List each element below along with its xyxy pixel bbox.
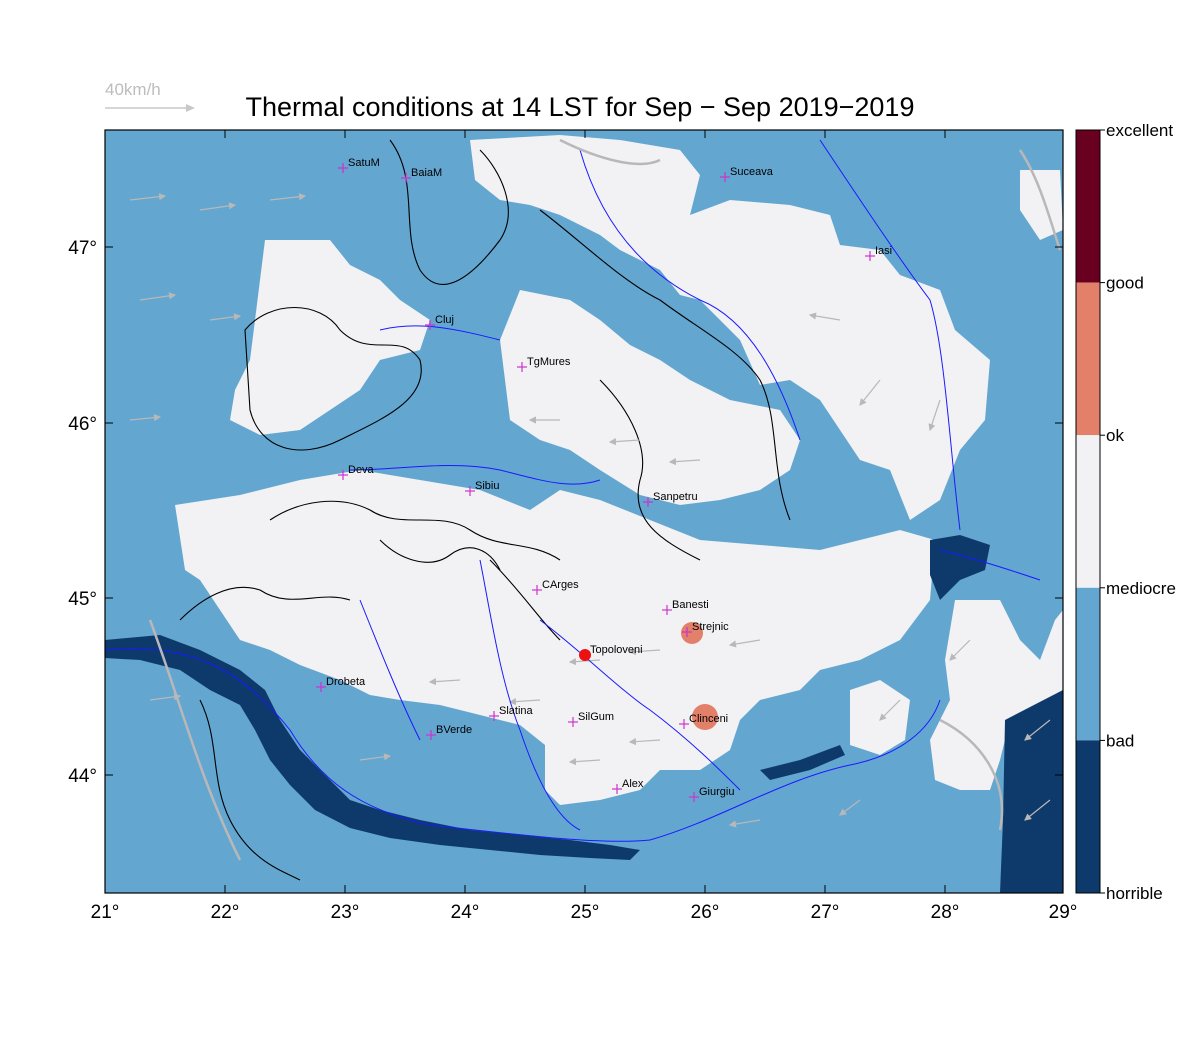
city-cluj: Cluj	[425, 314, 454, 330]
city-tgmures: TgMures	[517, 356, 571, 372]
colorbar-label: bad	[1106, 731, 1134, 750]
region-horrible-black-sea	[1000, 690, 1063, 893]
map-area: SatuM BaiaM Suceava Iasi Cluj TgMures Deva Sibi…	[105, 130, 1063, 893]
city-satum: SatuM	[338, 157, 380, 173]
region-mediocre-west	[230, 240, 430, 435]
region-mediocre-central	[500, 290, 800, 505]
city-label: Suceava	[730, 166, 774, 178]
city-label: Iasi	[875, 245, 892, 257]
city-label: Strejnic	[692, 621, 729, 633]
rivers	[105, 139, 1041, 842]
region-mediocre-south	[175, 470, 935, 805]
city-label: Cluj	[435, 314, 454, 326]
wind-scale-label: 40km/h	[105, 80, 161, 99]
city-label: Banesti	[672, 599, 709, 611]
wind-arrows	[129, 193, 1051, 828]
x-tick-label: 29°	[1049, 902, 1078, 923]
x-tick-label: 27°	[811, 902, 840, 923]
region-ok-clinceni	[692, 704, 718, 730]
city-label: BVerde	[436, 724, 472, 736]
x-tick-label: 25°	[571, 902, 600, 923]
y-tick-label: 45°	[68, 589, 97, 610]
elevation-contours	[179, 139, 791, 881]
city-label: Alex	[622, 778, 644, 790]
city-label: SatuM	[348, 157, 380, 169]
colorbar-segment	[1076, 587, 1100, 741]
city-sibiu: Sibiu	[465, 480, 499, 496]
city-baiam: BaiaM	[401, 167, 442, 183]
country-borders	[148, 138, 1062, 861]
city-silgum: SilGum	[568, 711, 614, 727]
city-label: Clinceni	[689, 713, 728, 725]
y-tick-label: 46°	[68, 414, 97, 435]
city-carges: CArges	[532, 579, 579, 595]
city-label: TgMures	[527, 356, 571, 368]
colorbar-segment	[1076, 130, 1100, 283]
city-label: Topoloveni	[590, 644, 643, 656]
city-suceava: Suceava	[720, 166, 774, 182]
city-label: Sibiu	[475, 480, 499, 492]
x-tick-label: 26°	[691, 902, 720, 923]
city-label: Giurgiu	[699, 786, 734, 798]
city-bverde: BVerde	[426, 724, 472, 740]
colorbar-label: mediocre	[1106, 579, 1176, 598]
topoloveni-focus-point	[579, 649, 591, 661]
city-markers: SatuM BaiaM Suceava Iasi Cluj TgMures Deva Sibi…	[316, 157, 892, 802]
colorbar-label: excellent	[1106, 121, 1173, 140]
city-topoloveni: Topoloveni	[590, 644, 643, 656]
city-iasi: Iasi	[865, 245, 892, 261]
city-slatina: Slatina	[489, 705, 534, 721]
city-clinceni: Clinceni	[679, 713, 728, 729]
city-label: Drobeta	[326, 676, 366, 688]
y-tick-label: 47°	[68, 238, 97, 259]
city-label: Sanpetru	[653, 491, 698, 503]
y-tick-label: 44°	[68, 766, 97, 787]
y-axis: 44° 45° 46° 47°	[68, 238, 1063, 787]
city-label: Deva	[348, 464, 375, 476]
region-horrible-danube-west	[105, 635, 640, 860]
colorbar-segment	[1076, 435, 1100, 588]
city-giurgiu: Giurgiu	[689, 786, 734, 802]
city-banesti: Banesti	[662, 599, 709, 615]
region-mediocre-north-east	[470, 135, 990, 520]
city-label: SilGum	[578, 711, 614, 723]
city-label: BaiaM	[411, 167, 442, 179]
colorbar-segment	[1076, 740, 1100, 893]
city-label: Slatina	[499, 705, 534, 717]
x-tick-label: 21°	[91, 902, 120, 923]
x-axis: 21° 22° 23° 24° 25° 26° 27° 28° 29°	[91, 130, 1078, 923]
colorbar-segment	[1076, 282, 1100, 436]
city-drobeta: Drobeta	[316, 676, 366, 692]
x-tick-label: 22°	[211, 902, 240, 923]
region-horrible-danube-east	[760, 745, 845, 780]
colorbar-label: horrible	[1106, 884, 1163, 903]
x-tick-label: 24°	[451, 902, 480, 923]
city-label: CArges	[542, 579, 579, 591]
colorbar-label: ok	[1106, 426, 1124, 445]
x-tick-label: 23°	[331, 902, 360, 923]
city-alex: Alex	[612, 778, 644, 794]
x-tick-label: 28°	[931, 902, 960, 923]
city-deva: Deva	[338, 464, 375, 480]
map-title: Thermal conditions at 14 LST for Sep − S…	[245, 92, 915, 122]
map-frame	[104, 129, 1064, 894]
city-strejnic: Strejnic	[682, 621, 729, 637]
colorbar-label: good	[1106, 274, 1144, 293]
city-sanpetru: Sanpetru	[643, 491, 698, 507]
colorbar: excellent good ok mediocre bad horrible	[1075, 121, 1176, 903]
